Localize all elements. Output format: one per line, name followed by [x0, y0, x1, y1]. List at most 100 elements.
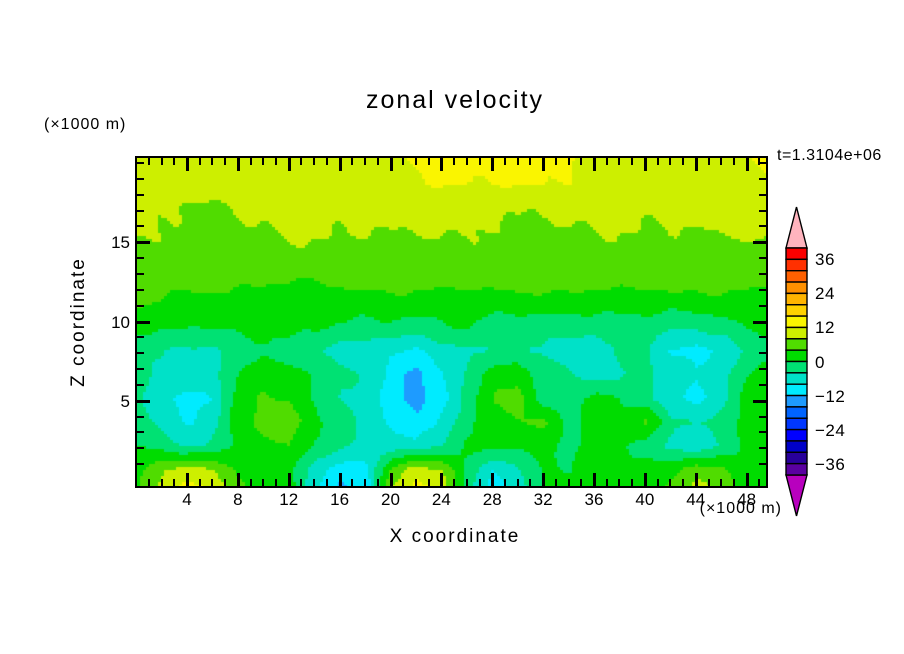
tick-mark — [313, 158, 315, 165]
tick-mark — [759, 447, 766, 449]
tick-mark — [428, 479, 430, 486]
tick-mark — [753, 241, 766, 244]
tick-mark — [708, 479, 710, 486]
tick-mark — [137, 352, 144, 354]
tick-mark — [580, 479, 582, 486]
tick-mark — [250, 479, 252, 486]
colorbar-tick-label: −36 — [815, 454, 846, 474]
tick-mark — [440, 158, 443, 171]
tick-mark — [199, 479, 201, 486]
x-tick-label: 32 — [533, 490, 553, 509]
tick-mark — [746, 473, 749, 486]
colorbar-cell — [785, 247, 808, 261]
tick-mark — [137, 321, 150, 324]
x-tick-label: 48 — [737, 490, 757, 509]
tick-mark — [161, 479, 163, 486]
tick-mark — [593, 158, 596, 171]
tick-mark — [720, 479, 722, 486]
tick-mark — [695, 158, 698, 171]
tick-mark — [364, 158, 366, 165]
tick-mark — [137, 400, 150, 403]
colorbar-tick-label: −12 — [815, 386, 846, 406]
colorbar-cell — [785, 315, 808, 329]
tick-mark — [759, 178, 766, 180]
tick-mark — [746, 158, 749, 171]
z-tick-label: 10 — [111, 312, 130, 332]
tick-mark — [504, 158, 506, 165]
tick-mark — [759, 273, 766, 275]
tick-mark — [224, 158, 226, 165]
colorbar-cell — [785, 383, 808, 397]
tick-mark — [415, 158, 417, 165]
tick-mark — [137, 241, 150, 244]
x-tick-label: 16 — [330, 490, 350, 509]
tick-mark — [390, 158, 393, 171]
tick-mark — [568, 479, 570, 486]
colorbar-tick-label: 12 — [815, 318, 835, 338]
tick-mark — [759, 336, 766, 338]
tick-mark — [137, 194, 144, 196]
x-tick-label: 4 — [182, 490, 192, 509]
tick-mark — [580, 158, 582, 165]
tick-mark — [262, 158, 264, 165]
tick-mark — [606, 479, 608, 486]
tick-mark — [555, 158, 557, 165]
colorbar-cell — [785, 394, 808, 408]
tick-mark — [759, 305, 766, 307]
tick-mark — [644, 473, 647, 486]
tick-mark — [618, 479, 620, 486]
tick-mark — [759, 463, 766, 465]
tick-mark — [529, 158, 531, 165]
tick-mark — [402, 479, 404, 486]
tick-mark — [517, 158, 519, 165]
tick-mark — [137, 447, 144, 449]
tick-mark — [428, 158, 430, 165]
tick-mark — [390, 473, 393, 486]
tick-mark — [759, 416, 766, 418]
colorbar-cell — [785, 360, 808, 374]
colorbar-cell — [785, 417, 808, 431]
tick-mark — [137, 416, 144, 418]
tick-mark — [593, 473, 596, 486]
tick-mark — [148, 158, 150, 165]
tick-mark — [759, 384, 766, 386]
tick-mark — [237, 158, 240, 171]
tick-mark — [137, 305, 144, 307]
x-tick-label: 36 — [584, 490, 604, 509]
contour-field-canvas — [137, 158, 766, 486]
colorbar-cell — [785, 269, 808, 283]
z-axis-unit-label: (×1000 m) — [44, 116, 127, 133]
tick-mark — [211, 158, 213, 165]
tick-mark — [759, 368, 766, 370]
colorbar-cell — [785, 451, 808, 465]
tick-mark — [759, 210, 766, 212]
chart-title: zonal velocity — [365, 86, 545, 114]
x-tick-label: 40 — [635, 490, 655, 509]
tick-mark — [555, 479, 557, 486]
tick-mark — [466, 479, 468, 486]
x-tick-label: 28 — [482, 490, 502, 509]
colorbar-tick-label: 36 — [815, 250, 835, 270]
colorbar-cell — [785, 258, 808, 272]
tick-mark — [313, 479, 315, 486]
colorbar-cell — [785, 372, 808, 385]
tick-mark — [491, 158, 494, 171]
time-annotation: t=1.3104e+06 — [777, 147, 882, 164]
tick-mark — [759, 257, 766, 259]
tick-mark — [275, 479, 277, 486]
x-axis-unit-label: (×1000 m) — [699, 500, 782, 517]
tick-mark — [137, 431, 144, 433]
tick-mark — [237, 473, 240, 486]
tick-mark — [300, 158, 302, 165]
tick-mark — [753, 400, 766, 403]
tick-mark — [682, 158, 684, 165]
z-tick-label: 15 — [111, 233, 130, 253]
tick-mark — [377, 479, 379, 486]
tick-mark — [199, 158, 201, 165]
colorbar-cell — [785, 292, 808, 306]
tick-mark — [606, 158, 608, 165]
plot-frame — [135, 156, 768, 488]
tick-mark — [657, 479, 659, 486]
tick-mark — [453, 479, 455, 486]
